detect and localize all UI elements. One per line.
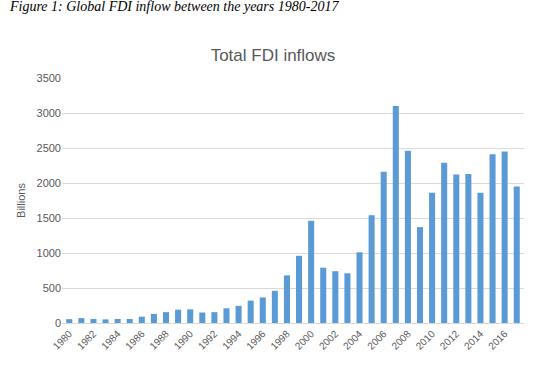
- svg-text:0: 0: [55, 317, 61, 329]
- svg-text:1000: 1000: [37, 247, 61, 259]
- svg-text:2006: 2006: [365, 328, 389, 352]
- svg-text:1994: 1994: [220, 328, 244, 352]
- svg-text:1980: 1980: [51, 328, 75, 352]
- svg-text:1996: 1996: [244, 328, 268, 352]
- svg-text:Billions: Billions: [15, 183, 27, 218]
- svg-text:3000: 3000: [37, 107, 61, 119]
- svg-text:2014: 2014: [462, 328, 486, 352]
- svg-text:1992: 1992: [196, 328, 220, 352]
- svg-text:2000: 2000: [37, 177, 61, 189]
- svg-text:2004: 2004: [341, 328, 365, 352]
- svg-text:1984: 1984: [99, 328, 123, 352]
- svg-text:1982: 1982: [75, 328, 99, 352]
- svg-text:1998: 1998: [268, 328, 292, 352]
- svg-text:2010: 2010: [414, 328, 438, 352]
- svg-text:2016: 2016: [486, 328, 510, 352]
- svg-text:1988: 1988: [147, 328, 171, 352]
- svg-text:1990: 1990: [172, 328, 196, 352]
- svg-text:Total FDI inflows: Total FDI inflows: [211, 46, 336, 65]
- svg-text:2000: 2000: [293, 328, 317, 352]
- svg-text:1500: 1500: [37, 212, 61, 224]
- svg-text:3500: 3500: [37, 72, 61, 84]
- svg-text:Figure 1: Global FDI inflow be: Figure 1: Global FDI inflow between the …: [9, 0, 339, 14]
- svg-text:500: 500: [43, 282, 61, 294]
- svg-text:1986: 1986: [123, 328, 147, 352]
- svg-text:2008: 2008: [389, 328, 413, 352]
- svg-text:2500: 2500: [37, 142, 61, 154]
- svg-text:2002: 2002: [317, 328, 341, 352]
- svg-text:2012: 2012: [438, 328, 462, 352]
